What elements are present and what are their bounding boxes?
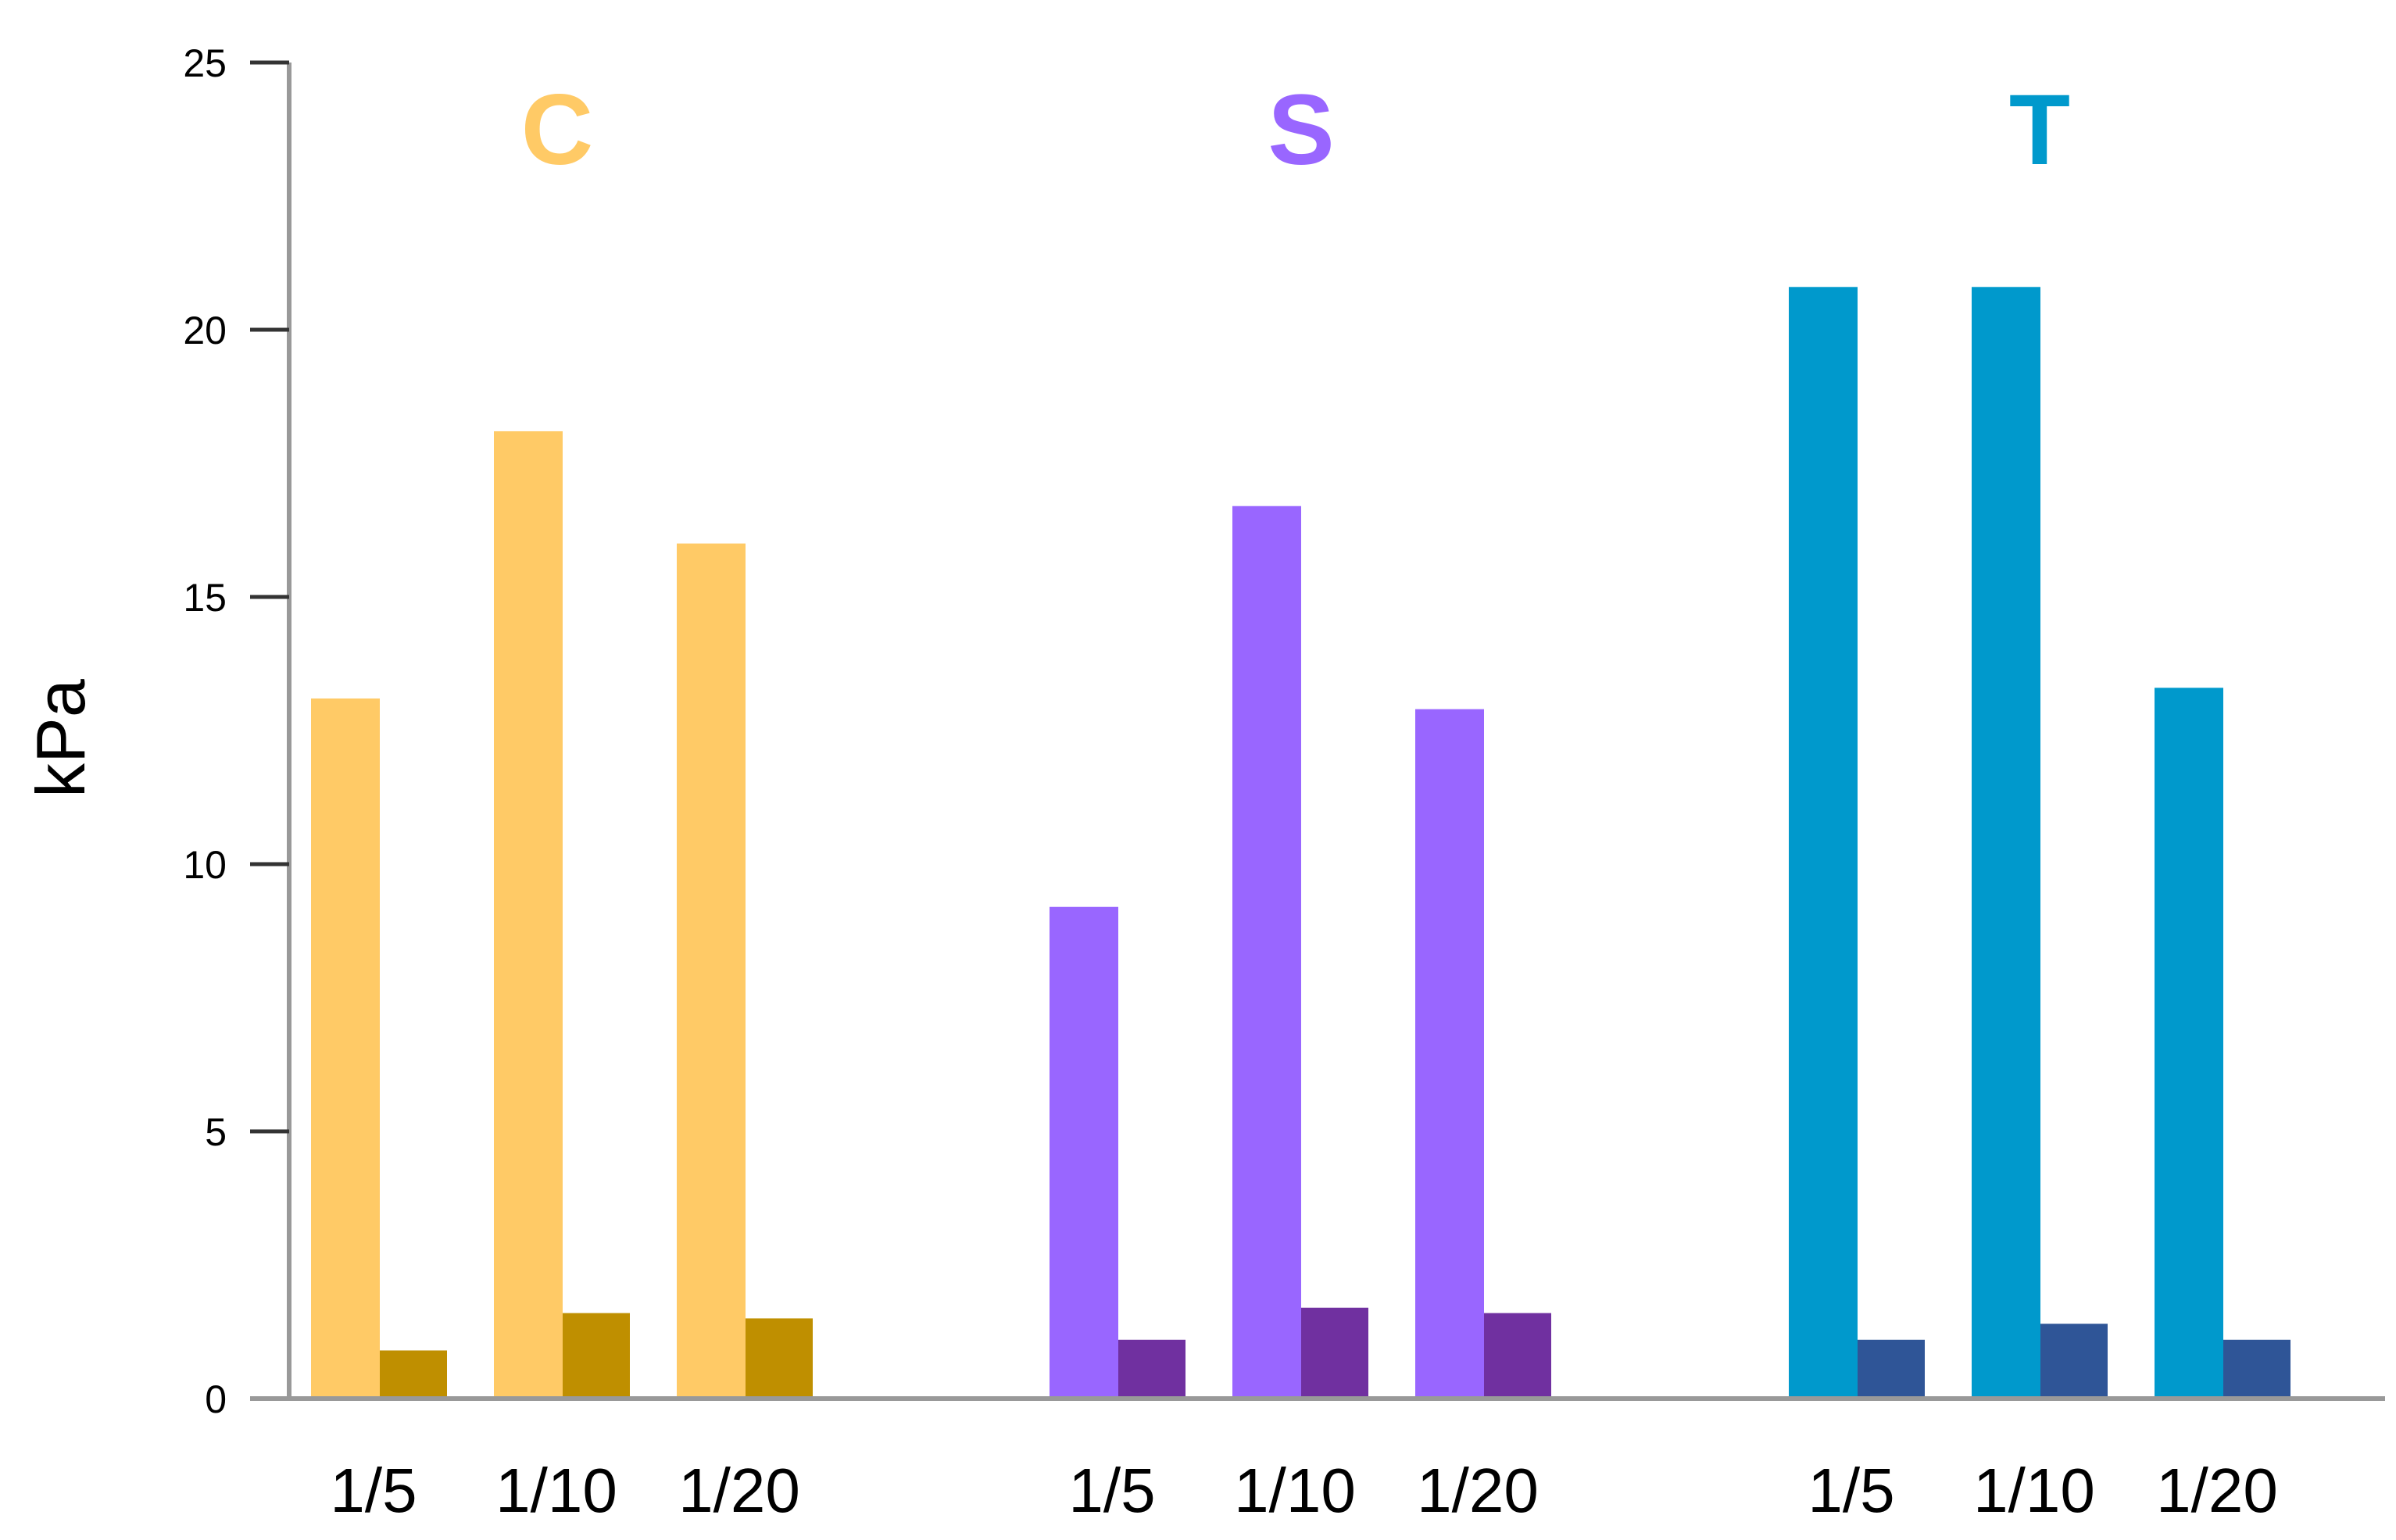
group-title-t: T	[2009, 74, 2070, 186]
y-tick-label: 25	[183, 41, 227, 85]
x-category-label: 1/5	[330, 1456, 417, 1525]
y-tick-label: 0	[205, 1377, 227, 1421]
bar-primary	[1972, 287, 2040, 1399]
bar-secondary	[1858, 1339, 1925, 1399]
bar-secondary	[2223, 1339, 2291, 1399]
bar-primary	[1050, 906, 1118, 1399]
group-title-c: C	[521, 74, 593, 186]
bar-secondary	[2040, 1324, 2108, 1399]
x-category-label: 1/10	[1234, 1456, 1356, 1525]
bar-primary	[677, 543, 746, 1399]
x-category-label: 1/20	[678, 1456, 800, 1525]
bar-secondary	[380, 1350, 447, 1399]
y-tick-label: 15	[183, 576, 227, 620]
y-axis-title: kPa	[22, 679, 99, 798]
bar-secondary	[1301, 1307, 1368, 1399]
y-tick-label: 10	[183, 843, 227, 887]
bar-primary	[2155, 688, 2223, 1399]
bar-secondary	[1118, 1339, 1185, 1399]
x-category-label: 1/5	[1808, 1456, 1894, 1525]
bar-primary	[1232, 506, 1301, 1399]
bar-primary	[1415, 709, 1484, 1399]
x-category-label: 1/20	[2156, 1456, 2278, 1525]
bar-secondary	[746, 1318, 813, 1399]
x-category-label: 1/10	[1973, 1456, 2095, 1525]
bar-secondary	[1484, 1313, 1551, 1399]
x-category-label: 1/10	[495, 1456, 617, 1525]
bar-secondary	[563, 1313, 630, 1399]
bar-primary	[311, 698, 380, 1399]
x-category-label: 1/20	[1417, 1456, 1539, 1525]
bar-primary	[494, 431, 563, 1399]
y-tick-label: 5	[205, 1110, 227, 1154]
y-tick-label: 20	[183, 309, 227, 352]
bar-primary	[1789, 287, 1858, 1399]
x-category-label: 1/5	[1068, 1456, 1155, 1525]
group-title-s: S	[1268, 74, 1334, 186]
